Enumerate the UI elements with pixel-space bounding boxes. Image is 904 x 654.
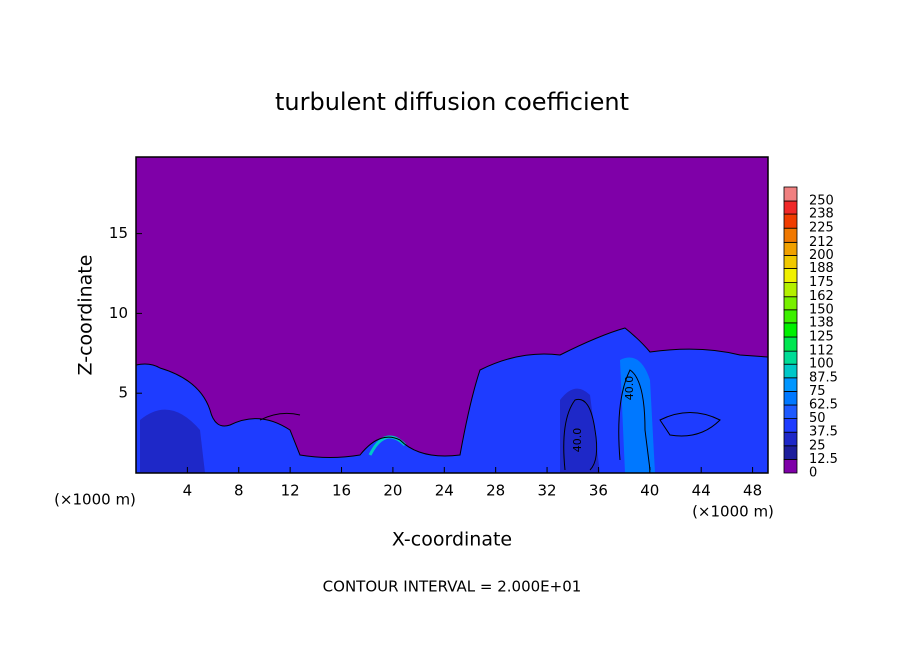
y-tick-label: 10: [109, 304, 128, 322]
colorbar-box: [783, 241, 798, 256]
colorbar-box: [783, 363, 798, 379]
colorbar-box: [783, 445, 798, 460]
colorbar-box: [783, 296, 798, 311]
colorbar-label: 225: [809, 221, 834, 236]
colorbar-label: 238: [809, 207, 834, 222]
footer: CONTOUR INTERVAL = 2.000E+01: [323, 578, 582, 596]
field: [135, 327, 769, 473]
x-tick-label: 32: [538, 482, 557, 500]
colorbar-label: 150: [809, 302, 834, 317]
colorbar-label: 250: [809, 194, 834, 209]
x-tick-label: 16: [332, 482, 351, 500]
colorbar-box: [783, 350, 798, 365]
y-axis-label: Z-coordinate: [75, 255, 97, 376]
contour-label: 40.0: [571, 428, 584, 453]
colorbar-box: [783, 200, 798, 215]
x-axis-label: X-coordinate: [392, 529, 512, 551]
colorbar-label: 100: [809, 357, 834, 372]
colorbar-label: 138: [809, 315, 834, 330]
colorbar-label: 25: [809, 438, 826, 453]
colorbar-box: [783, 254, 798, 269]
colorbar-box: [783, 431, 798, 447]
colorbar-box: [783, 336, 798, 352]
x-tick-label: 48: [743, 482, 762, 500]
colorbar-label: 125: [809, 330, 834, 345]
x-tick-label: 24: [435, 482, 454, 500]
colorbar-label: 0: [809, 466, 817, 481]
colorbar-box: [783, 377, 798, 392]
colorbar-box: [783, 322, 798, 338]
colorbar-box: [783, 404, 798, 420]
x-tick-label: 36: [589, 482, 608, 500]
colorbar-box: [783, 390, 798, 406]
colorbar-label: 112: [809, 344, 834, 359]
colorbar-label: 87.5: [809, 370, 838, 385]
y-tick-label: 5: [118, 384, 128, 402]
chart-title: turbulent diffusion coefficient: [275, 88, 629, 116]
colorbar-label: 50: [809, 411, 826, 426]
x-tick-label: 44: [692, 482, 711, 500]
x-unit: (×1000 m): [54, 491, 136, 509]
colorbar-label: 200: [809, 248, 834, 263]
x-tick-label: 40: [640, 482, 659, 500]
colorbar-box: [783, 268, 798, 283]
x-tick-label: 4: [183, 482, 193, 500]
colorbar-label: 62.5: [809, 398, 838, 413]
plot-frame: [135, 156, 769, 474]
colorbar-box: [783, 309, 798, 324]
x-tick-label: 20: [383, 482, 402, 500]
colorbar-box: [783, 213, 798, 229]
contour-label: 40.0: [623, 376, 636, 401]
colorbar-label: 175: [809, 275, 834, 290]
colorbar-box: [783, 227, 798, 243]
colorbar-top: [783, 186, 798, 202]
colorbar-label: 37.5: [809, 425, 838, 440]
colorbar-label: 75: [809, 384, 826, 399]
colorbar-label: 212: [809, 235, 834, 250]
y-tick-label: 15: [109, 224, 128, 242]
colorbar-box: [783, 282, 798, 298]
x-unit: (×1000 m): [692, 503, 774, 521]
x-tick-label: 28: [486, 482, 505, 500]
x-tick-label: 12: [281, 482, 300, 500]
colorbar-label: 12.5: [809, 452, 838, 467]
colorbar-label: 188: [809, 261, 834, 276]
colorbar-label: 162: [809, 289, 834, 304]
colorbar-box: [783, 418, 798, 433]
colorbar-box: [783, 458, 798, 474]
x-tick-label: 8: [234, 482, 244, 500]
